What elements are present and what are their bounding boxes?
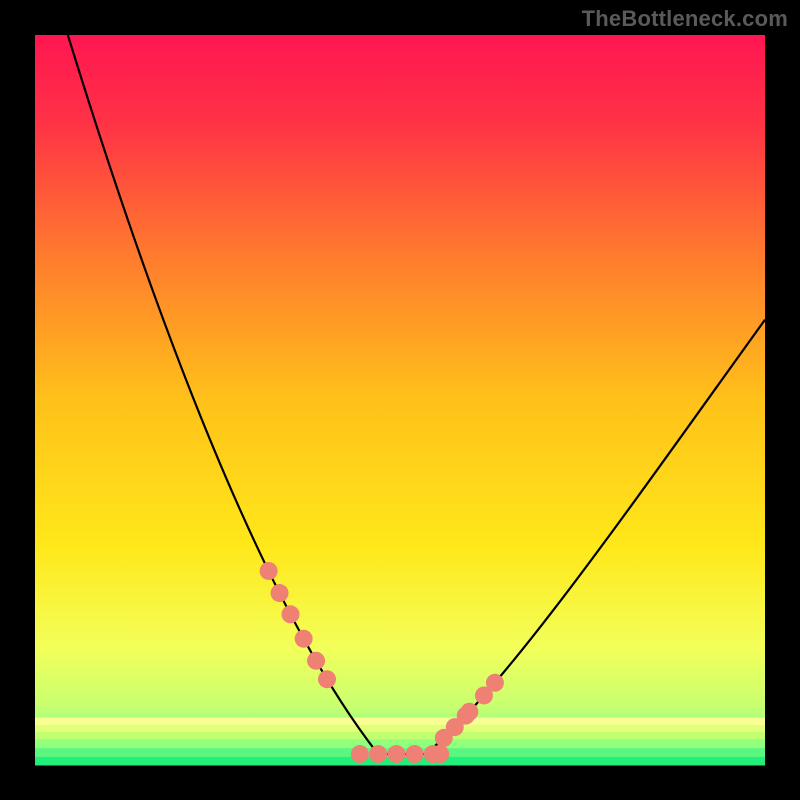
watermark-text: TheBottleneck.com <box>582 6 788 32</box>
data-marker <box>295 630 313 648</box>
data-marker <box>406 745 424 763</box>
data-marker <box>307 652 325 670</box>
data-marker <box>460 703 478 721</box>
data-marker <box>431 745 449 763</box>
data-marker <box>318 670 336 688</box>
data-marker <box>282 605 300 623</box>
data-marker <box>387 745 405 763</box>
data-marker <box>351 745 369 763</box>
chart-stage: TheBottleneck.com <box>0 0 800 800</box>
data-marker <box>260 562 278 580</box>
data-marker <box>271 584 289 602</box>
data-marker <box>369 745 387 763</box>
data-marker <box>486 674 504 692</box>
bottleneck-chart <box>0 0 800 800</box>
